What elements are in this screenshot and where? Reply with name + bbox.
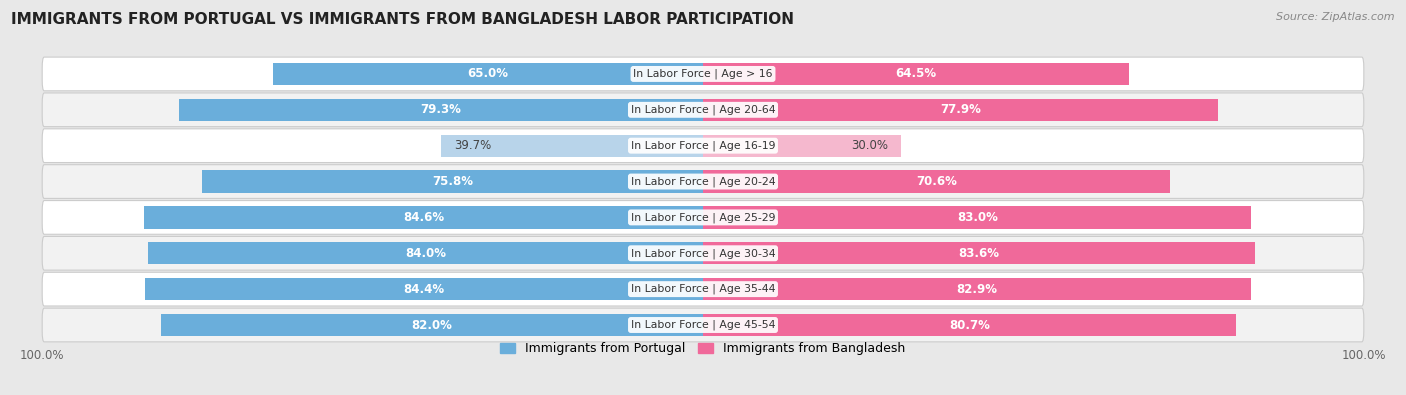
Bar xyxy=(179,99,703,121)
FancyBboxPatch shape xyxy=(42,237,1364,270)
Text: 30.0%: 30.0% xyxy=(851,139,889,152)
FancyBboxPatch shape xyxy=(42,165,1364,198)
FancyBboxPatch shape xyxy=(42,201,1364,234)
Bar xyxy=(273,63,703,85)
Text: In Labor Force | Age 45-54: In Labor Force | Age 45-54 xyxy=(631,320,775,330)
Bar xyxy=(703,135,901,157)
Text: In Labor Force | Age > 16: In Labor Force | Age > 16 xyxy=(633,69,773,79)
Bar xyxy=(143,206,703,229)
Bar xyxy=(162,314,703,336)
Bar xyxy=(703,99,1218,121)
Bar xyxy=(202,170,703,193)
FancyBboxPatch shape xyxy=(42,129,1364,162)
FancyBboxPatch shape xyxy=(42,308,1364,342)
Bar xyxy=(703,278,1251,300)
Text: 84.4%: 84.4% xyxy=(404,283,444,295)
Text: In Labor Force | Age 30-34: In Labor Force | Age 30-34 xyxy=(631,248,775,258)
Bar xyxy=(703,63,1129,85)
Text: 79.3%: 79.3% xyxy=(420,103,461,116)
Text: In Labor Force | Age 20-64: In Labor Force | Age 20-64 xyxy=(631,105,775,115)
Text: 64.5%: 64.5% xyxy=(896,68,936,81)
Text: 70.6%: 70.6% xyxy=(915,175,956,188)
Text: 82.0%: 82.0% xyxy=(412,318,453,331)
Text: 82.9%: 82.9% xyxy=(956,283,997,295)
Text: In Labor Force | Age 35-44: In Labor Force | Age 35-44 xyxy=(631,284,775,294)
Text: In Labor Force | Age 25-29: In Labor Force | Age 25-29 xyxy=(631,212,775,223)
Bar xyxy=(440,135,703,157)
Text: 83.0%: 83.0% xyxy=(957,211,998,224)
Text: 39.7%: 39.7% xyxy=(454,139,491,152)
Bar xyxy=(148,242,703,264)
FancyBboxPatch shape xyxy=(42,57,1364,91)
Text: 77.9%: 77.9% xyxy=(941,103,981,116)
Text: 84.6%: 84.6% xyxy=(404,211,444,224)
Text: In Labor Force | Age 16-19: In Labor Force | Age 16-19 xyxy=(631,141,775,151)
Bar xyxy=(703,242,1256,264)
FancyBboxPatch shape xyxy=(42,93,1364,127)
Text: 75.8%: 75.8% xyxy=(432,175,472,188)
Bar xyxy=(703,206,1251,229)
Text: 80.7%: 80.7% xyxy=(949,318,990,331)
Text: In Labor Force | Age 20-24: In Labor Force | Age 20-24 xyxy=(631,176,775,187)
Text: IMMIGRANTS FROM PORTUGAL VS IMMIGRANTS FROM BANGLADESH LABOR PARTICIPATION: IMMIGRANTS FROM PORTUGAL VS IMMIGRANTS F… xyxy=(11,12,794,27)
Bar xyxy=(145,278,703,300)
Text: Source: ZipAtlas.com: Source: ZipAtlas.com xyxy=(1277,12,1395,22)
Text: 83.6%: 83.6% xyxy=(959,247,1000,260)
Text: 65.0%: 65.0% xyxy=(468,68,509,81)
Bar xyxy=(703,314,1236,336)
FancyBboxPatch shape xyxy=(42,272,1364,306)
Legend: Immigrants from Portugal, Immigrants from Bangladesh: Immigrants from Portugal, Immigrants fro… xyxy=(495,337,911,361)
Text: 84.0%: 84.0% xyxy=(405,247,446,260)
Bar xyxy=(703,170,1170,193)
